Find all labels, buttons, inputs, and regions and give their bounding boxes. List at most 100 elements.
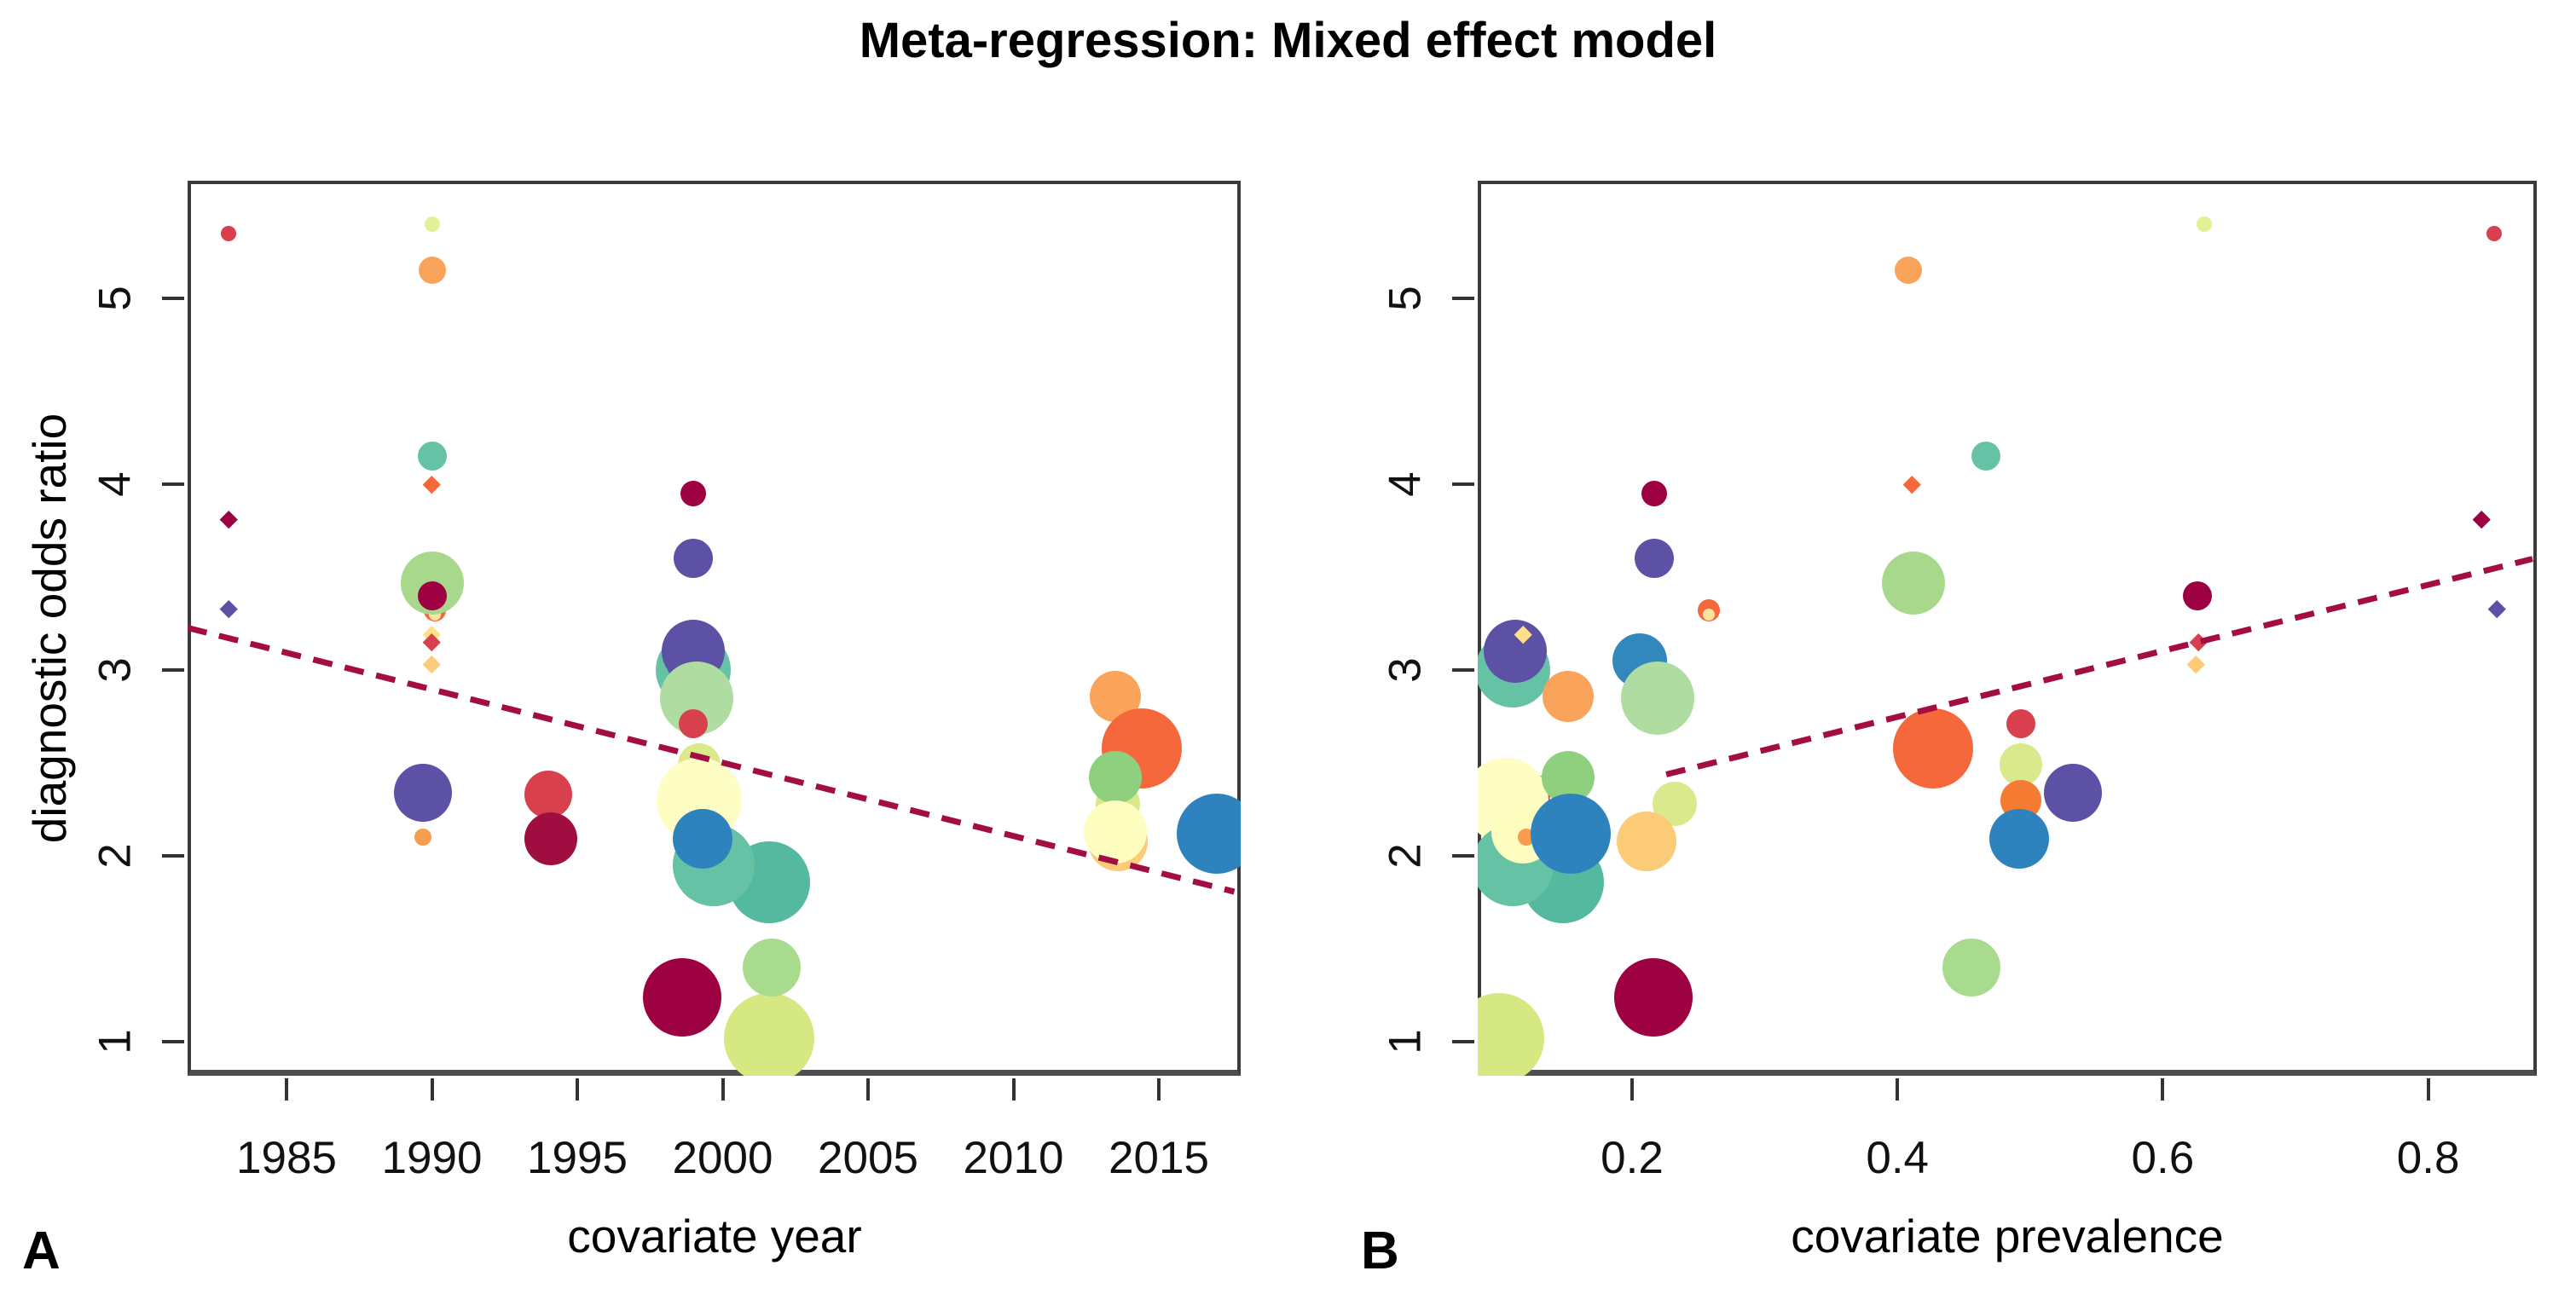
- panel-a-x-tick-4: [866, 1078, 870, 1100]
- panel-b-y-tick-label-0: 1: [1380, 1029, 1431, 1054]
- panel-a-x-tick-0: [285, 1078, 288, 1100]
- study-bubble-m01-panel-a: [724, 992, 815, 1076]
- study-bubble-m39-panel-b: [2486, 225, 2503, 241]
- panel-a-y-tick-3: [162, 482, 184, 486]
- study-bubble-m24-panel-b: [1620, 661, 1694, 735]
- study-bubble-m28-panel-b: [1635, 539, 1675, 579]
- panel-b-x-axis-label: covariate prevalence: [1791, 1210, 2224, 1262]
- panel-b-y-tick-label-3: 4: [1380, 471, 1431, 497]
- study-bubble-m39-panel-a: [220, 225, 236, 241]
- panel-a-x-tick-label-0: 1985: [236, 1133, 337, 1183]
- study-bubble-m04-panel-a: [524, 812, 578, 866]
- panel-a-x-tick-3: [721, 1078, 725, 1100]
- study-bubble-m34-panel-a: [1177, 793, 1241, 874]
- study-bubble-m35-panel-a: [417, 442, 447, 471]
- study-bubble-m34-panel-b: [1531, 793, 1612, 874]
- panel-b-y-tick-1: [1452, 854, 1474, 858]
- panel-a-letter: A: [22, 1222, 61, 1280]
- y-axis-label: diagnostic odds ratio: [23, 413, 76, 844]
- study-bubble-m28-panel-a: [674, 539, 714, 579]
- panel-b-x-tick-label-0: 0.2: [1601, 1133, 1664, 1183]
- study-bubble-m03-panel-a: [524, 771, 572, 819]
- study-bubble-m19-panel-b: [1893, 708, 1974, 789]
- study-bubble-m32-panel-a: [423, 656, 441, 673]
- study-bubble-m32-panel-b: [2187, 656, 2205, 673]
- panel-a-x-axis-label: covariate year: [567, 1210, 862, 1262]
- study-bubble-m12-panel-b: [1703, 608, 1716, 621]
- study-bubble-m13-panel-b: [1881, 551, 1945, 615]
- study-bubble-m17-panel-b: [1484, 620, 1548, 684]
- study-bubble-m25-panel-b: [2006, 709, 2035, 739]
- study-bubble-m10-panel-a: [672, 809, 732, 869]
- study-bubble-m14-panel-a: [417, 581, 447, 610]
- panel-b-y-tick-3: [1452, 482, 1474, 486]
- study-bubble-m05-panel-a: [642, 957, 721, 1037]
- panel-b-x-tick-3: [2426, 1078, 2430, 1100]
- study-bubble-m06-panel-b: [1999, 743, 2042, 787]
- panel-a-y-tick-label-3: 4: [90, 471, 141, 497]
- panel-b-y-tick-0: [1452, 1040, 1474, 1043]
- panel-a-x-tick-label-3: 2000: [672, 1133, 773, 1183]
- study-bubble-m41-panel-a: [219, 599, 238, 618]
- study-bubble-m05-panel-b: [1613, 957, 1693, 1037]
- study-bubble-m22-panel-b: [1617, 811, 1677, 871]
- study-bubble-m36-panel-b: [1903, 475, 1921, 494]
- panel-b-plot-box: [1478, 181, 2537, 1076]
- panel-a-y-tick-label-1: 2: [90, 843, 141, 869]
- panel-b-x-tick-label-2: 0.6: [2131, 1133, 2195, 1183]
- panel-a-y-tick-label-0: 1: [90, 1029, 141, 1054]
- panel-a-y-tick-label-4: 5: [90, 286, 141, 311]
- study-bubble-m38-panel-b: [2196, 216, 2212, 232]
- study-bubble-m21-panel-a: [1088, 751, 1142, 805]
- study-bubble-m29-panel-b: [1641, 480, 1668, 506]
- panel-b-regression-line: [1665, 556, 2534, 777]
- study-bubble-m25-panel-a: [679, 709, 709, 739]
- panel-a-x-tick-label-2: 1995: [527, 1133, 628, 1183]
- panel-a-x-tick-6: [1157, 1078, 1161, 1100]
- panel-a-x-tick-label-1: 1990: [381, 1133, 483, 1183]
- panel-a-x-tick-5: [1011, 1078, 1016, 1100]
- study-bubble-m33-panel-b: [1942, 938, 2001, 996]
- study-bubble-m35-panel-b: [1971, 442, 2001, 471]
- study-bubble-m41-panel-b: [2488, 599, 2506, 618]
- panel-a-x-tick-label-6: 2015: [1109, 1133, 1209, 1183]
- study-bubble-m27-panel-b: [1517, 829, 1535, 846]
- study-bubble-m40-panel-b: [2472, 511, 2491, 529]
- panel-b-x-tick-1: [1896, 1078, 1900, 1100]
- panel-a-y-tick-label-2: 3: [90, 657, 141, 683]
- panel-b-y-tick-label-4: 5: [1380, 286, 1431, 311]
- panel-b-x-tick-label-1: 0.4: [1866, 1133, 1930, 1183]
- study-bubble-m26-panel-a: [394, 763, 453, 822]
- study-bubble-m26-panel-b: [2043, 763, 2102, 822]
- panel-a-y-tick-1: [162, 854, 184, 858]
- panel-a-x-tick-1: [430, 1078, 434, 1100]
- panel-a-y-tick-0: [162, 1040, 184, 1043]
- study-bubble-m37-panel-a: [418, 257, 446, 285]
- chart-title: Meta-regression: Mixed effect model: [859, 13, 1717, 68]
- panel-b-x-tick-label-3: 0.8: [2396, 1133, 2460, 1183]
- panel-a-y-tick-2: [162, 668, 184, 672]
- panel-b-x-tick-2: [2161, 1078, 2165, 1100]
- panel-b-y-tick-4: [1452, 297, 1474, 300]
- study-bubble-m38-panel-a: [424, 216, 440, 232]
- panel-b-y-tick-2: [1452, 668, 1474, 672]
- panel-b-plot-area: [1478, 181, 2537, 1076]
- study-bubble-m27-panel-a: [414, 829, 432, 846]
- panel-b-y-tick-label-2: 3: [1380, 657, 1431, 683]
- study-bubble-m33-panel-a: [743, 938, 802, 996]
- panel-a-plot-area: [188, 181, 1241, 1076]
- study-bubble-m14-panel-b: [2182, 581, 2212, 610]
- study-bubble-m36-panel-a: [423, 475, 441, 494]
- panel-a-y-tick-4: [162, 297, 184, 300]
- panel-b-x-tick-0: [1630, 1078, 1634, 1100]
- study-bubble-m37-panel-b: [1894, 257, 1922, 285]
- panel-b-y-tick-label-1: 2: [1380, 843, 1431, 869]
- study-bubble-m01-panel-b: [1478, 992, 1545, 1076]
- study-bubble-m29-panel-a: [680, 480, 707, 506]
- panel-b-letter: B: [1361, 1222, 1399, 1280]
- panel-a-x-tick-2: [576, 1078, 579, 1100]
- panel-a-x-tick-label-4: 2005: [818, 1133, 918, 1183]
- study-bubble-m40-panel-a: [219, 511, 238, 529]
- panel-a-x-tick-label-5: 2010: [963, 1133, 1064, 1183]
